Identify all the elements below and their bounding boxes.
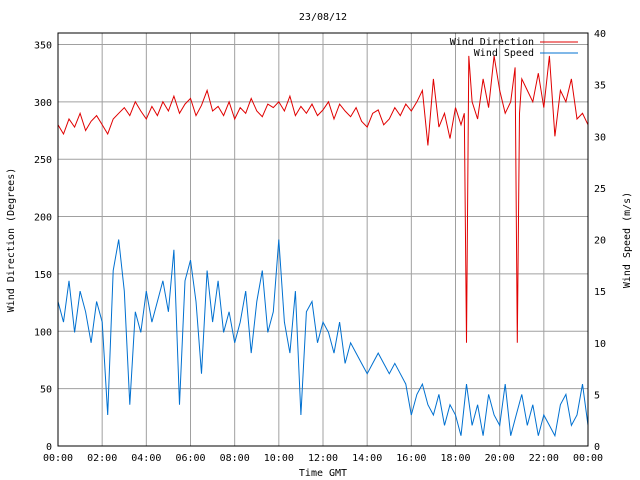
y-left-tick-label: 100 xyxy=(34,327,52,338)
x-tick-label: 02:00 xyxy=(87,453,117,464)
legend-label-wind-speed: Wind Speed xyxy=(474,48,534,59)
x-axis-label: Time GMT xyxy=(299,468,347,479)
y-left-axis-ticks: 0 50 100 150 200 250 300 350 xyxy=(34,40,52,453)
gridlines xyxy=(58,33,588,446)
series-wind-speed xyxy=(57,239,589,438)
legend-label-wind-direction: Wind Direction xyxy=(450,37,534,48)
x-tick-label: 10:00 xyxy=(264,453,294,464)
y-left-axis-label: Wind Direction (Degrees) xyxy=(6,168,17,313)
y-right-tick-label: 20 xyxy=(594,236,606,247)
y-left-tick-label: 200 xyxy=(34,213,52,224)
x-tick-label: 08:00 xyxy=(220,453,250,464)
series-line-wind-speed xyxy=(57,239,589,438)
x-tick-label: 16:00 xyxy=(396,453,426,464)
y-right-tick-label: 5 xyxy=(594,390,600,401)
series-wind-direction xyxy=(57,55,589,343)
y-right-tick-label: 35 xyxy=(594,81,606,92)
x-axis-ticks: 00:00 02:00 04:00 06:00 08:00 10:00 12:00 14:00… xyxy=(43,453,603,464)
x-tick-label: 04:00 xyxy=(131,453,161,464)
y-right-tick-label: 25 xyxy=(594,184,606,195)
y-left-tick-label: 150 xyxy=(34,270,52,281)
x-tick-label: 20:00 xyxy=(485,453,515,464)
y-right-axis-label: Wind Speed (m/s) xyxy=(622,192,633,288)
y-right-tick-label: 15 xyxy=(594,287,606,298)
y-right-tick-label: 10 xyxy=(594,339,606,350)
y-right-axis-ticks: 0 5 10 15 20 25 30 35 40 xyxy=(594,29,606,453)
x-tick-label: 22:00 xyxy=(529,453,559,464)
x-tick-label: 12:00 xyxy=(308,453,338,464)
y-left-tick-label: 50 xyxy=(40,385,52,396)
series-line-wind-direction xyxy=(57,55,589,343)
legend: Wind Direction Wind Speed xyxy=(450,37,578,59)
x-tick-label: 00:00 xyxy=(43,453,73,464)
x-tick-label: 00:00 xyxy=(573,453,603,464)
x-tick-label: 18:00 xyxy=(440,453,470,464)
plot-frame xyxy=(57,32,589,447)
y-left-tick-label: 300 xyxy=(34,98,52,109)
x-tick-label: 06:00 xyxy=(175,453,205,464)
y-right-tick-label: 40 xyxy=(594,29,606,40)
y-left-tick-label: 250 xyxy=(34,155,52,166)
y-left-tick-label: 350 xyxy=(34,40,52,51)
chart-title: 23/08/12 xyxy=(299,12,347,23)
x-tick-label: 14:00 xyxy=(352,453,382,464)
y-right-tick-label: 0 xyxy=(594,442,600,453)
y-right-tick-label: 30 xyxy=(594,132,606,143)
y-left-tick-label: 0 xyxy=(46,442,52,453)
